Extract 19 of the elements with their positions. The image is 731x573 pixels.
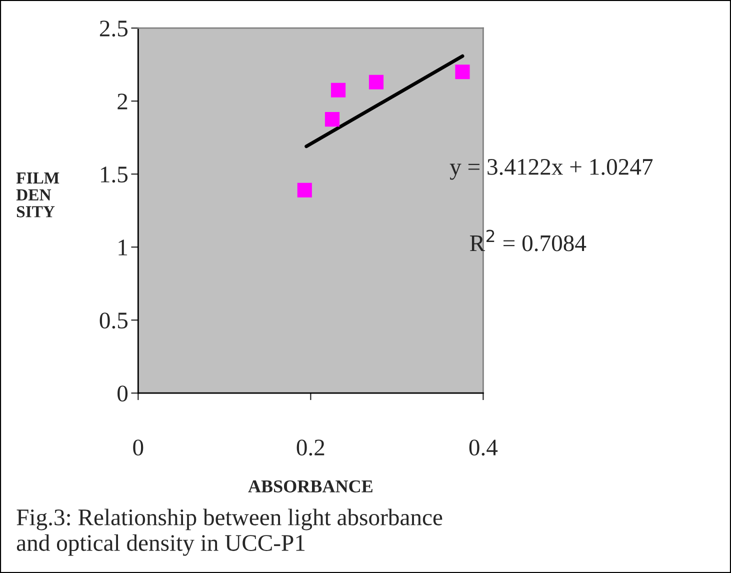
point <box>455 64 470 80</box>
y-tick-label: 2.5 <box>100 20 128 37</box>
y-tick-label: 1 <box>118 240 128 256</box>
y-tick-label: 1.5 <box>101 166 128 183</box>
x-tick-label: 0.2 <box>296 440 324 456</box>
point <box>324 112 340 127</box>
caption: Fig.3: Relationship between light absorbance and optical density in UCC-P1 <box>16 508 442 556</box>
point <box>330 82 346 98</box>
x-tick-label: 0.4 <box>469 440 498 456</box>
x-tick-label: 0 <box>133 440 144 456</box>
x-axis-title: ABSORBANCE <box>248 480 372 492</box>
point <box>297 182 312 198</box>
annotation: y = 3.4122x + 1.0247 <box>450 158 653 180</box>
y-tick-label: 2 <box>118 94 128 110</box>
annotation: R$^{2}$ = 0.7084 <box>470 230 586 252</box>
y-tick-label: 0.5 <box>100 312 128 329</box>
point <box>368 74 384 90</box>
y-tick-label: 0 <box>118 386 128 402</box>
y-axis-title: FILM DEN SITY <box>16 172 60 218</box>
